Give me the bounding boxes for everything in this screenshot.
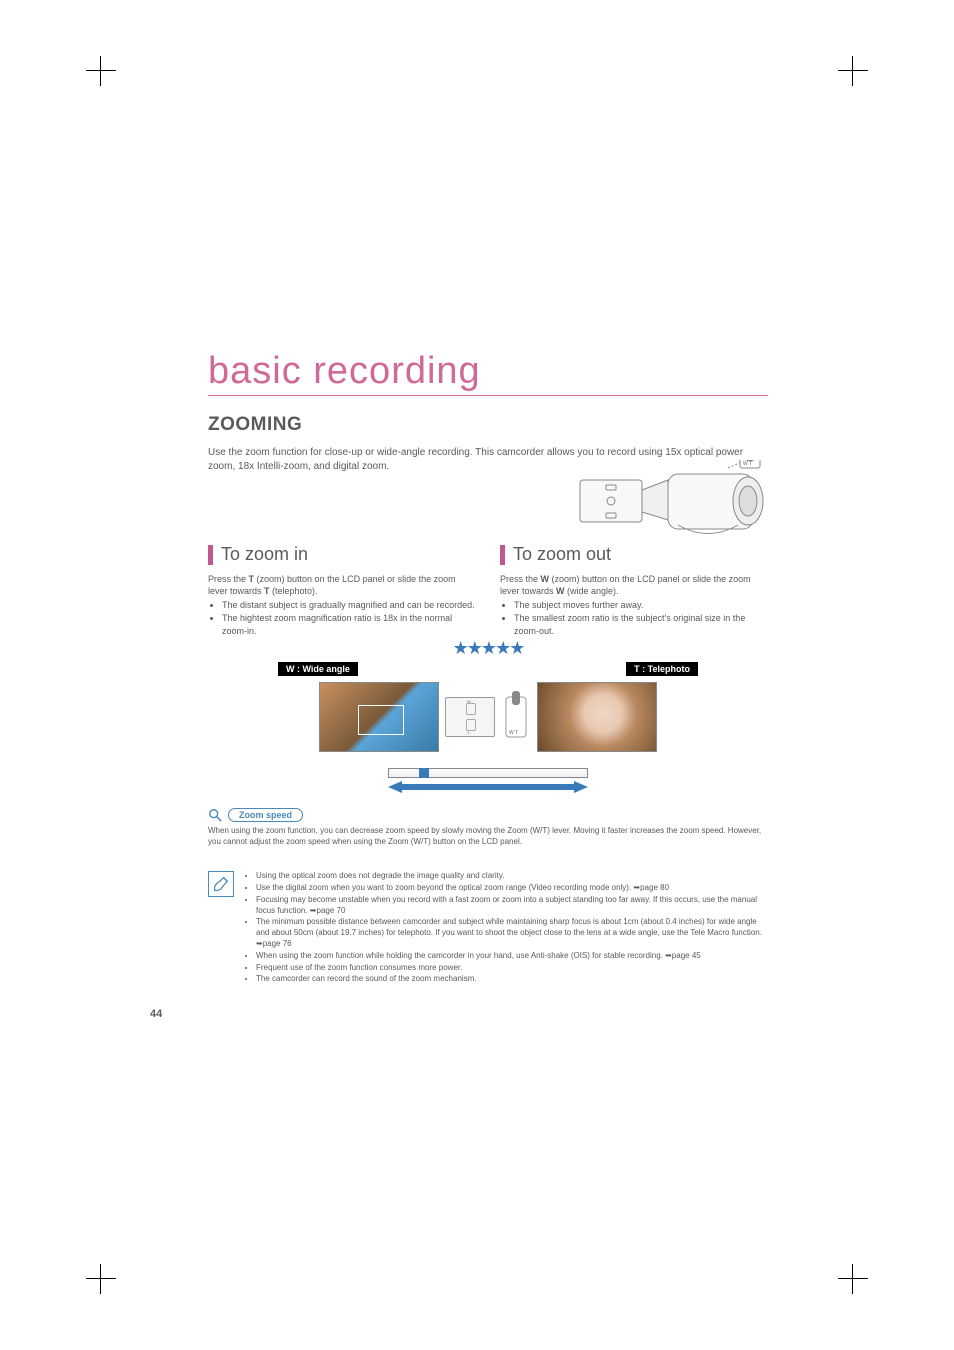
zoom-out-column: To zoom out Press the W (zoom) button on…: [500, 544, 768, 638]
list-item: Frequent use of the zoom function consum…: [256, 963, 768, 974]
zoom-in-heading: To zoom in: [208, 544, 476, 565]
zoom-diagram: W : Wide angle T : Telephoto ★★★★★ W T W…: [258, 652, 718, 792]
crop-mark: [86, 1264, 116, 1294]
zoom-out-body: Press the W (zoom) button on the LCD pan…: [500, 573, 768, 637]
list-item: The subject moves further away.: [514, 599, 768, 611]
zoom-bar-group: [388, 768, 588, 792]
zoom-speed-text: When using the zoom function, you can de…: [208, 826, 768, 848]
list-item: Use the digital zoom when you want to zo…: [256, 883, 768, 894]
zoom-columns: To zoom in Press the T (zoom) button on …: [208, 544, 768, 638]
crop-mark: [86, 56, 116, 86]
wide-angle-sample: [319, 682, 439, 752]
svg-text:W: W: [467, 700, 471, 704]
zoom-direction-arrow: [388, 780, 588, 792]
svg-text:W T: W T: [743, 461, 752, 467]
page-content: basic recording ZOOMING Use the zoom fun…: [208, 350, 768, 986]
list-item: When using the zoom function while holdi…: [256, 951, 768, 962]
zoom-in-lead-c: (telephoto).: [270, 586, 318, 596]
zoom-in-heading-text: To zoom in: [221, 544, 308, 565]
camcorder-illustration: W T: [578, 460, 778, 550]
heading-bar: [208, 545, 213, 565]
list-item: The distant subject is gradually magnifi…: [222, 599, 476, 611]
zoom-speed-pill: Zoom speed: [228, 808, 303, 822]
zoom-indicator-bar: [388, 768, 588, 778]
page-number: 44: [150, 1008, 162, 1020]
list-item: The minimum possible distance between ca…: [256, 917, 768, 949]
wide-angle-label: W : Wide angle: [278, 662, 358, 676]
magnifier-icon: [208, 808, 222, 822]
crop-mark: [838, 1264, 868, 1294]
zoom-in-bullets: The distant subject is gradually magnifi…: [222, 599, 476, 636]
heading-bar: [500, 545, 505, 565]
note-icon: [208, 871, 234, 897]
zoom-lever-icon: W T: [501, 687, 531, 747]
zoom-in-body: Press the T (zoom) button on the LCD pan…: [208, 573, 476, 637]
telephoto-label: T : Telephoto: [626, 662, 698, 676]
zoom-out-key1: W: [541, 574, 550, 584]
zoom-images-row: W T W T: [258, 682, 718, 752]
zoom-out-bullets: The subject moves further away. The smal…: [514, 599, 768, 636]
list-item: Focusing may become unstable when you re…: [256, 895, 768, 917]
lcd-zoom-buttons-svg: W T: [446, 698, 494, 736]
zoom-in-column: To zoom in Press the T (zoom) button on …: [208, 544, 476, 638]
list-item: The smallest zoom ratio is the subject's…: [514, 612, 768, 636]
notes-list: Using the optical zoom does not degrade …: [244, 871, 768, 986]
list-item: The hightest zoom magnification ratio is…: [222, 612, 476, 636]
crop-mark: [838, 56, 868, 86]
svg-text:T: T: [467, 731, 470, 735]
zoom-out-key2: W: [556, 586, 565, 596]
notes-block: Using the optical zoom does not degrade …: [208, 871, 768, 986]
section-title: ZOOMING: [208, 414, 768, 436]
zoom-out-lead-a: Press the: [500, 574, 541, 584]
telephoto-sample: [537, 682, 657, 752]
lcd-controls-icon: W T: [445, 697, 495, 737]
zoom-out-lead-c: (wide angle).: [565, 586, 619, 596]
list-item: Using the optical zoom does not degrade …: [256, 871, 768, 882]
stars-icon: ★★★★★: [453, 638, 524, 659]
zoom-in-lead-a: Press the: [208, 574, 249, 584]
svg-text:W T: W T: [509, 730, 518, 736]
list-item: The camcorder can record the sound of th…: [256, 974, 768, 985]
chapter-title: basic recording: [208, 350, 768, 396]
zoom-speed-header: Zoom speed: [208, 808, 768, 822]
camcorder-svg: W T: [578, 460, 778, 550]
